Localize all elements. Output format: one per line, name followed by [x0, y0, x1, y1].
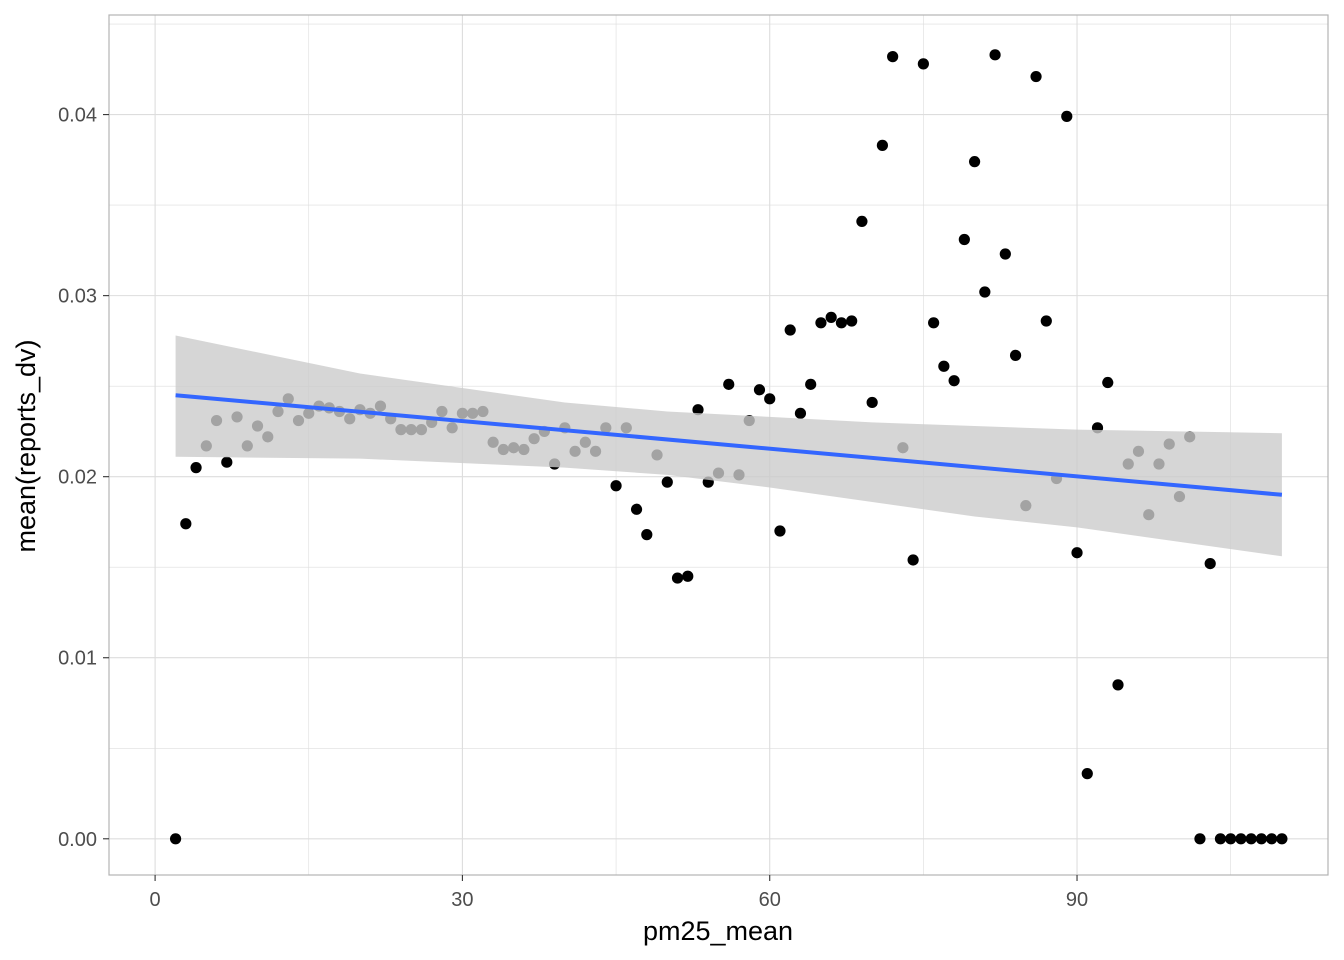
data-point-103: [1225, 833, 1237, 845]
data-point-67: [856, 215, 868, 227]
y-axis-ticks: 0.00 0.01 0.02 0.03 0.04: [58, 105, 109, 851]
y-tick-label-2: 0.02: [58, 467, 97, 489]
data-point-61: [794, 407, 807, 419]
data-point-54: [723, 378, 735, 390]
data-point-100: [1194, 833, 1206, 845]
data-point-74: [928, 317, 940, 329]
x-tick-label-0: 0: [150, 889, 161, 911]
data-point-50: [682, 570, 694, 582]
data-point-84: [1030, 70, 1042, 83]
data-point-68: [866, 396, 878, 409]
y-tick-label-1: 0.01: [58, 648, 97, 670]
data-point-48: [661, 476, 673, 488]
x-axis-title: pm25_mean: [643, 916, 793, 946]
data-point-106: [1255, 833, 1268, 845]
data-point-85: [1040, 315, 1052, 327]
data-point-59: [774, 525, 786, 537]
data-point-80: [989, 49, 1001, 61]
data-point-66: [846, 315, 858, 327]
data-point-60: [784, 324, 796, 336]
x-axis-ticks: 0 30 60 90: [150, 875, 1088, 911]
data-point-89: [1081, 768, 1093, 780]
data-point-62: [805, 378, 817, 390]
x-tick-label-3: 90: [1066, 889, 1088, 911]
data-point-79: [979, 286, 991, 298]
data-point-5: [221, 456, 233, 468]
data-point-65: [835, 317, 848, 329]
data-point-2: [190, 462, 202, 474]
trend-line: [175, 393, 1283, 497]
data-point-51: [692, 404, 704, 416]
y-axis-title: mean(reports_dv): [11, 339, 41, 552]
data-point-64: [825, 311, 837, 323]
data-point-91: [1102, 376, 1114, 389]
data-point-102: [1214, 833, 1227, 845]
x-tick-label-1: 30: [451, 889, 473, 911]
data-point-76: [948, 375, 960, 387]
data-point-78: [968, 156, 981, 168]
data-point-70: [887, 51, 899, 63]
panel-border: [108, 14, 1329, 876]
data-point-88: [1071, 547, 1083, 559]
data-point-43: [610, 480, 622, 492]
data-point-1: [180, 518, 192, 530]
data-point-75: [938, 360, 950, 372]
data-point-81: [999, 248, 1011, 260]
data-point-73: [917, 58, 929, 70]
data-point-72: [907, 554, 919, 566]
data-point-105: [1245, 833, 1257, 845]
data-point-69: [876, 139, 888, 151]
data-point-77: [958, 233, 970, 246]
y-tick-label-0: 0.00: [58, 829, 97, 851]
data-point-101: [1204, 557, 1216, 570]
y-tick-label-3: 0.03: [58, 286, 97, 308]
x-tick-label-2: 60: [759, 889, 781, 911]
data-point-92: [1112, 679, 1124, 691]
data-point-49: [671, 572, 684, 584]
data-point-107: [1266, 833, 1278, 845]
trend-line-layer: [175, 393, 1283, 497]
data-point-108: [1276, 833, 1288, 845]
data-point-45: [630, 503, 643, 515]
data-point-0: [169, 833, 182, 845]
data-point-46: [641, 529, 653, 541]
data-point-58: [764, 393, 776, 405]
data-point-63: [815, 317, 827, 329]
data-point-87: [1061, 110, 1073, 122]
data-point-57: [753, 384, 766, 396]
y-tick-label-4: 0.04: [58, 105, 97, 127]
data-point-82: [1009, 349, 1022, 361]
data-point-104: [1235, 833, 1247, 845]
